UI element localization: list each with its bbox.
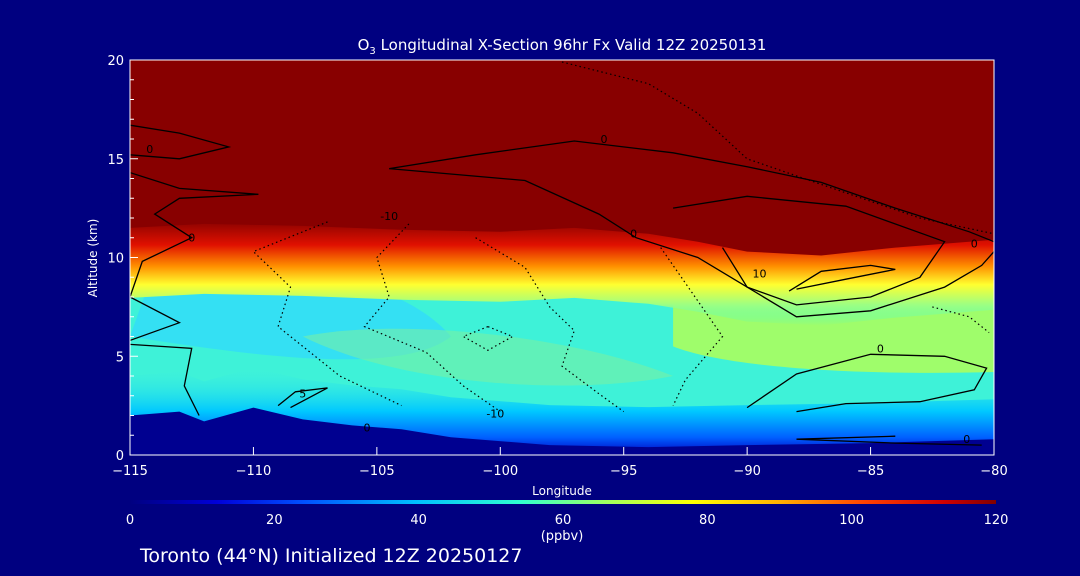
x-tick-label: −95 <box>610 464 637 479</box>
contour-line <box>130 124 232 160</box>
contour-label: 0 <box>188 232 195 245</box>
y-tick-label: 15 <box>107 153 124 168</box>
contour-line-dotted <box>363 223 501 413</box>
x-tick-label: −90 <box>733 464 760 479</box>
terrain-region <box>130 407 994 455</box>
colorbar-tick-label: 80 <box>699 513 716 528</box>
colorbar-ticks: 0 20 40 60 80 100 120 <box>126 513 1009 528</box>
contour-label: 0 <box>146 143 153 156</box>
contour-label: 10 <box>753 267 767 280</box>
x-axis: −115 −110 −105 −100 −95 −90 −85 −80 <box>112 447 1008 479</box>
colorbar-tick-label: 20 <box>266 513 283 528</box>
chart-title: O3 Longitudinal X-Section 96hr Fx Valid … <box>358 36 767 57</box>
plot-area <box>130 60 994 455</box>
x-tick-label: −110 <box>236 464 272 479</box>
mid-ozone-patch <box>302 328 674 386</box>
y-tick-label: 10 <box>107 252 124 267</box>
contour-label: 5 <box>299 388 306 401</box>
contour-line <box>130 343 200 416</box>
contour-line <box>672 195 946 306</box>
contour-label: 0 <box>971 238 978 251</box>
y-tick-label: 20 <box>107 54 124 69</box>
colorbar-tick-label: 0 <box>126 513 134 528</box>
colorbar-tick-label: 60 <box>555 513 572 528</box>
contour-label: -10 <box>486 408 504 421</box>
colorbar-label: (ppbv) <box>541 529 584 544</box>
x-tick-label: −115 <box>112 464 148 479</box>
x-tick-label: −80 <box>980 464 1007 479</box>
contour-label: 0 <box>963 433 970 446</box>
x-tick-label: −85 <box>857 464 884 479</box>
y-tick-label: 5 <box>116 350 124 365</box>
y-tick-label: 0 <box>116 449 124 464</box>
y-axis: 0 5 10 15 20 <box>107 54 138 464</box>
y-axis-label: Altitude (km) <box>86 219 100 298</box>
colorbar-tick-label: 40 <box>410 513 427 528</box>
contour-line <box>277 387 328 409</box>
contour-label: -10 <box>380 210 398 223</box>
x-tick-label: −100 <box>482 464 518 479</box>
contour-label: 0 <box>877 342 884 355</box>
x-tick-label: −105 <box>359 464 395 479</box>
contour-line <box>389 140 994 243</box>
contour-label: 0 <box>630 228 637 241</box>
stratosphere-region <box>130 60 994 256</box>
contour-line-dotted <box>660 247 724 406</box>
colorbar-tick-label: 100 <box>839 513 864 528</box>
contour-label: 0 <box>364 421 371 434</box>
colorbar <box>130 500 996 504</box>
contour-line <box>788 264 896 292</box>
contour-line-dotted <box>932 306 990 334</box>
contour-line-dotted <box>561 61 994 235</box>
contour-line <box>746 353 988 413</box>
contour-label: 0 <box>601 133 608 146</box>
contour-line <box>796 435 982 446</box>
location-footer: Toronto (44°N) Initialized 12Z 20250127 <box>139 545 523 567</box>
x-axis-label: Longitude <box>532 484 592 498</box>
contour-line-dotted <box>461 326 514 351</box>
contour-line <box>130 171 259 342</box>
colorbar-tick-label: 120 <box>984 513 1009 528</box>
